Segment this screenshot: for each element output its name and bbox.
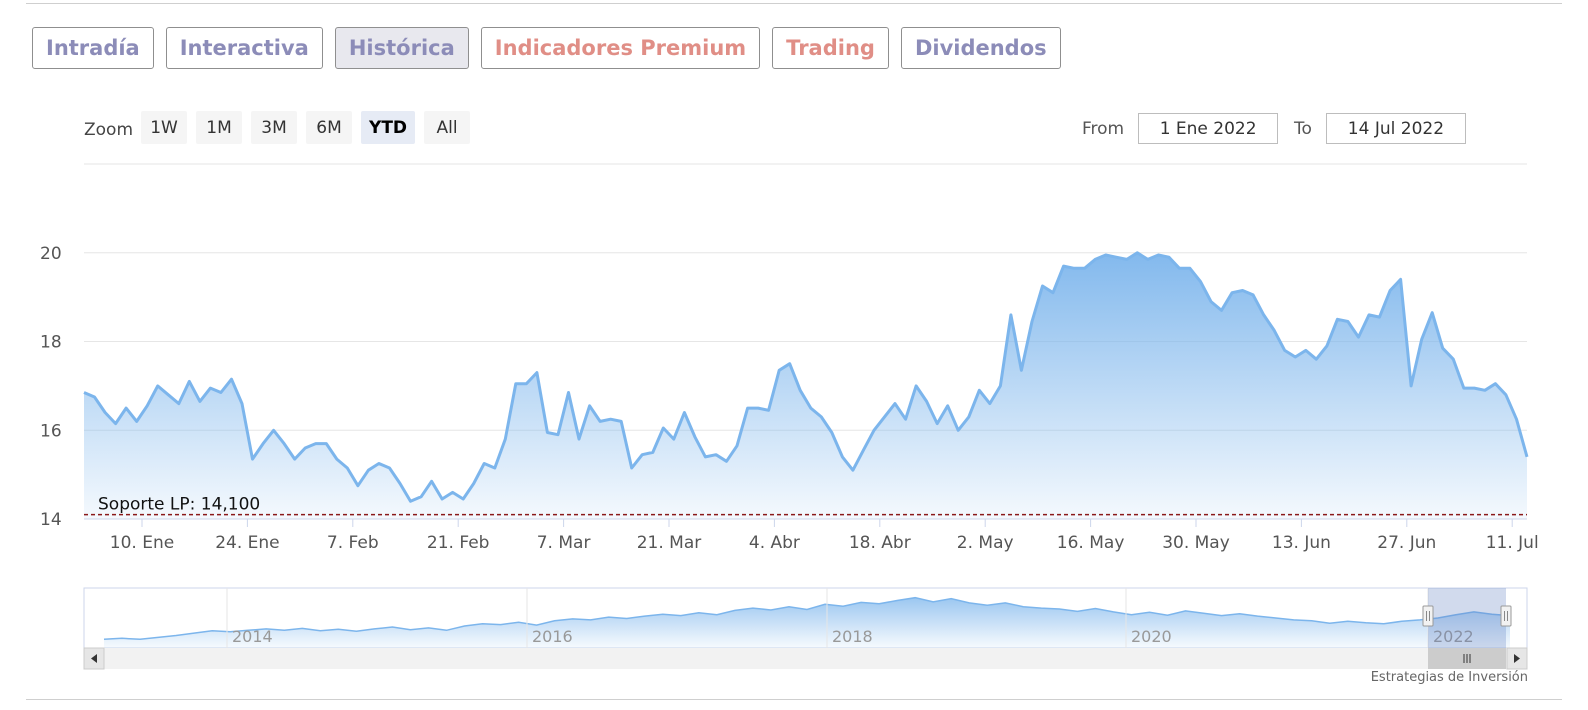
top-divider bbox=[26, 3, 1562, 4]
y-tick-label: 14 bbox=[40, 510, 62, 530]
navigator-year-label: 2014 bbox=[232, 627, 273, 646]
navigator-area bbox=[104, 597, 1510, 648]
x-tick-label: 7. Feb bbox=[327, 533, 379, 553]
x-tick-label: 21. Feb bbox=[427, 533, 490, 553]
zoom-button-6m[interactable]: 6M bbox=[306, 111, 353, 144]
scroll-left-button[interactable] bbox=[83, 647, 105, 670]
price-line bbox=[83, 251, 1529, 503]
zoom-button-3m[interactable]: 3M bbox=[251, 111, 298, 144]
tab-bar: Intradía Interactiva Histórica Indicadores … bbox=[32, 27, 1061, 69]
to-label: To bbox=[1294, 118, 1312, 139]
scrollbar-track bbox=[84, 648, 1527, 669]
x-tick-label: 18. Abr bbox=[849, 533, 911, 553]
navigator-handle-left[interactable] bbox=[1422, 605, 1434, 627]
y-tick-label: 20 bbox=[40, 244, 62, 264]
x-tick-label: 2. May bbox=[957, 533, 1014, 553]
navigator-year-label: 2016 bbox=[532, 627, 573, 646]
price-area bbox=[84, 252, 1527, 520]
zoom-controls: Zoom 1W 1M 3M 6M YTD All bbox=[84, 111, 479, 144]
navigator-year-label: 2018 bbox=[832, 627, 873, 646]
zoom-button-all[interactable]: All bbox=[424, 111, 471, 144]
tab-dividendos[interactable]: Dividendos bbox=[900, 27, 1061, 69]
range-from: From 1 Ene 2022 bbox=[1082, 113, 1279, 144]
range-to: To 14 Jul 2022 bbox=[1294, 113, 1466, 144]
from-label: From bbox=[1082, 118, 1125, 139]
tab-indicadores-premium[interactable]: Indicadores Premium bbox=[480, 27, 761, 69]
x-tick-label: 27. Jun bbox=[1377, 533, 1436, 553]
y-tick-label: 16 bbox=[40, 421, 62, 441]
x-tick-label: 10. Ene bbox=[110, 533, 174, 553]
zoom-label: Zoom bbox=[84, 119, 134, 140]
zoom-button-ytd[interactable]: YTD bbox=[361, 111, 416, 144]
support-label: Soporte LP: 14,100 bbox=[98, 495, 260, 515]
navigator-year-label: 2020 bbox=[1131, 627, 1172, 646]
x-tick-label: 24. Ene bbox=[215, 533, 279, 553]
zoom-button-1w[interactable]: 1W bbox=[141, 111, 188, 144]
scroll-right-button[interactable] bbox=[1506, 647, 1528, 670]
navigator-line bbox=[103, 596, 1511, 641]
zoom-button-1m[interactable]: 1M bbox=[196, 111, 243, 144]
tab-interactiva[interactable]: Interactiva bbox=[165, 27, 323, 69]
from-date-input[interactable]: 1 Ene 2022 bbox=[1138, 113, 1279, 144]
x-tick-label: 21. Mar bbox=[637, 533, 702, 553]
to-date-input[interactable]: 14 Jul 2022 bbox=[1325, 113, 1466, 144]
bottom-divider bbox=[26, 699, 1562, 700]
y-tick-label: 18 bbox=[40, 333, 62, 353]
tab-intrad-a[interactable]: Intradía bbox=[32, 27, 154, 69]
tab-hist-rica[interactable]: Histórica bbox=[334, 27, 469, 69]
navigator-handle-right[interactable] bbox=[1500, 605, 1512, 627]
x-tick-label: 30. May bbox=[1162, 533, 1230, 553]
x-tick-label: 13. Jun bbox=[1272, 533, 1331, 553]
x-tick-label: 11. Jul bbox=[1486, 533, 1539, 553]
x-tick-label: 7. Mar bbox=[537, 533, 591, 553]
chevron-right-icon bbox=[1514, 654, 1520, 663]
scrollbar-thumb[interactable] bbox=[1428, 648, 1506, 669]
navigator-year-label: 2022 bbox=[1433, 627, 1474, 646]
x-tick-label: 16. May bbox=[1057, 533, 1125, 553]
chart-credit[interactable]: Estrategias de Inversión bbox=[1370, 670, 1528, 685]
x-tick-label: 4. Abr bbox=[749, 533, 800, 553]
navigator-selection bbox=[1428, 588, 1506, 648]
chevron-left-icon bbox=[91, 654, 97, 663]
tab-trading[interactable]: Trading bbox=[772, 27, 889, 69]
